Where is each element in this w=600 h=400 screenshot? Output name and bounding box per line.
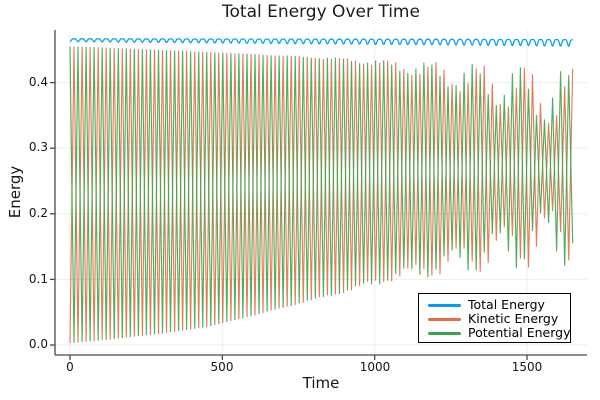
y-tick-label-0.2: 0.2	[28, 206, 48, 220]
chart-legend: Total Energy Kinetic Energy Potential En…	[418, 293, 571, 343]
legend-label-total-energy: Total Energy	[468, 297, 545, 312]
y-axis-label: Energy	[6, 165, 24, 219]
x-tick-label-500: 500	[210, 360, 234, 374]
legend-swatch-potential-energy	[428, 331, 461, 335]
legend-item-kinetic-energy: Kinetic Energy	[428, 312, 570, 326]
chart-title: Total Energy Over Time	[222, 2, 420, 22]
legend-label-potential-energy: Potential Energy	[468, 325, 571, 340]
legend-item-total-energy: Total Energy	[428, 298, 570, 312]
legend-item-potential-energy: Potential Energy	[428, 325, 571, 340]
legend-swatch-total-energy	[428, 303, 461, 307]
y-tick-label-0.4: 0.4	[28, 75, 48, 89]
y-tick-label-0.0: 0.0	[28, 337, 48, 351]
x-tick-label-1000: 1000	[359, 360, 391, 374]
total-energy-line	[69, 38, 573, 47]
legend-label-kinetic-energy: Kinetic Energy	[468, 311, 559, 326]
x-tick-label-0: 0	[66, 360, 74, 374]
x-axis-label: Time	[302, 374, 340, 392]
legend-swatch-kinetic-energy	[428, 317, 461, 321]
x-tick-label-1500: 1500	[511, 360, 543, 374]
y-tick-label-0.1: 0.1	[28, 272, 48, 286]
y-tick-label-0.3: 0.3	[28, 140, 48, 154]
potential-energy-line	[69, 46, 574, 344]
